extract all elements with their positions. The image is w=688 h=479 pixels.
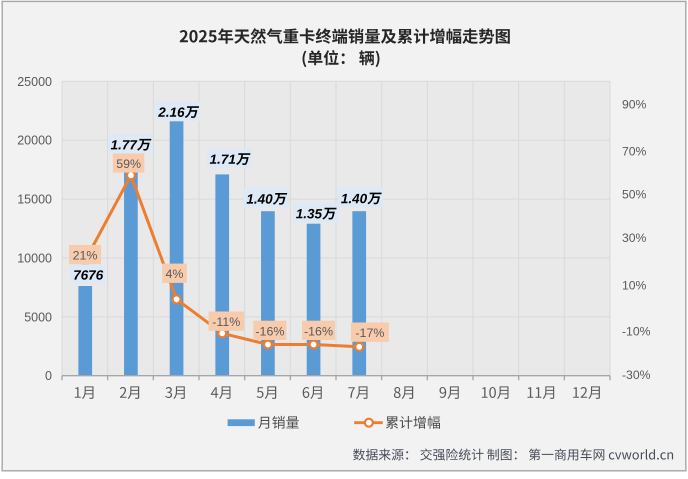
svg-text:90%: 90% [622,97,647,111]
svg-text:30%: 30% [622,231,647,245]
svg-text:-16%: -16% [304,324,333,338]
svg-text:10%: 10% [622,278,647,292]
svg-text:70%: 70% [622,144,647,158]
svg-text:-17%: -17% [355,326,384,340]
svg-text:-10%: -10% [622,324,651,338]
svg-text:21%: 21% [73,249,98,263]
svg-text:50%: 50% [622,187,647,201]
svg-text:5000: 5000 [24,310,52,324]
svg-text:-11%: -11% [212,315,240,329]
svg-text:20000: 20000 [17,134,52,148]
svg-text:-30%: -30% [622,368,651,382]
svg-text:0: 0 [45,369,52,383]
svg-text:25000: 25000 [17,75,52,89]
svg-text:4%: 4% [166,267,184,281]
svg-text:-16%: -16% [255,324,284,338]
svg-text:59%: 59% [116,157,141,171]
svg-text:10000: 10000 [17,252,52,266]
svg-text:15000: 15000 [17,193,52,207]
